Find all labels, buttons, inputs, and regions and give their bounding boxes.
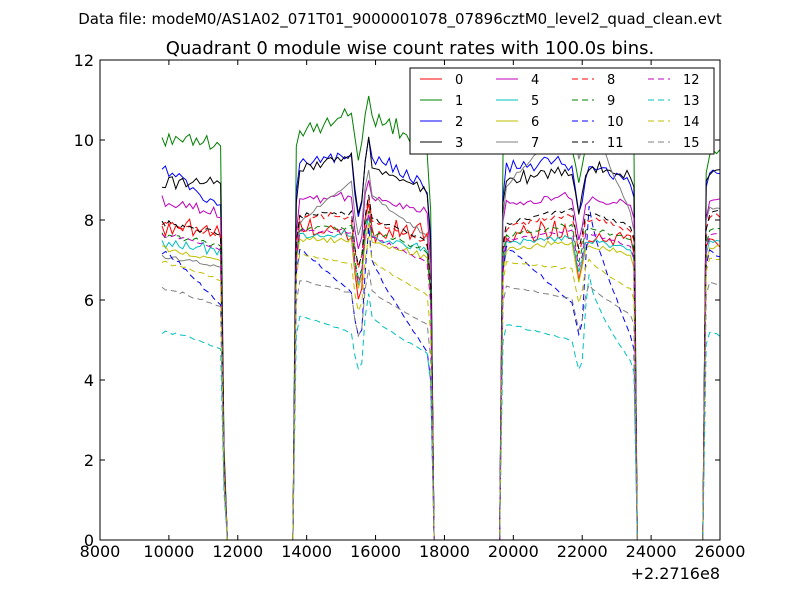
x-tick-label: 20000 bbox=[488, 542, 539, 561]
series-line-15 bbox=[161, 269, 721, 541]
x-tick-label: 12000 bbox=[212, 542, 263, 561]
chart-title: Quadrant 0 module wise count rates with … bbox=[166, 38, 655, 59]
legend-label-4: 4 bbox=[531, 73, 539, 88]
y-tick-label: 0 bbox=[84, 531, 94, 550]
legend-box bbox=[409, 67, 715, 155]
y-tick-label: 8 bbox=[84, 211, 94, 230]
legend-label-13: 13 bbox=[683, 94, 700, 109]
legend-label-3: 3 bbox=[455, 136, 463, 151]
series-layer bbox=[161, 95, 721, 541]
legend-label-14: 14 bbox=[683, 115, 700, 130]
legend-label-15: 15 bbox=[683, 136, 700, 151]
x-tick-label: 10000 bbox=[143, 542, 194, 561]
x-offset-label: +2.2716e8 bbox=[631, 564, 720, 583]
legend-label-10: 10 bbox=[607, 115, 624, 130]
legend-label-7: 7 bbox=[531, 136, 539, 151]
x-tick-label: 16000 bbox=[350, 542, 401, 561]
x-tick-label: 22000 bbox=[557, 542, 608, 561]
x-tick-label: 18000 bbox=[419, 542, 470, 561]
y-tick-label: 6 bbox=[84, 291, 94, 310]
y-tick-label: 2 bbox=[84, 451, 94, 470]
legend-label-6: 6 bbox=[531, 115, 539, 130]
legend-label-5: 5 bbox=[531, 94, 539, 109]
y-tick-label: 10 bbox=[74, 131, 94, 150]
legend-label-9: 9 bbox=[607, 94, 615, 109]
x-tick-label: 8000 bbox=[80, 542, 121, 561]
legend-label-8: 8 bbox=[607, 73, 615, 88]
x-tick-label: 14000 bbox=[281, 542, 332, 561]
legend-label-11: 11 bbox=[607, 136, 624, 151]
axis-layer: 8000 10000 12000 14000 16000 18000 20000 22000 2… bbox=[74, 51, 746, 561]
legend-label-0: 0 bbox=[455, 73, 463, 88]
x-tick-label: 24000 bbox=[626, 542, 677, 561]
legend-label-1: 1 bbox=[455, 94, 463, 109]
x-tick-label: 26000 bbox=[695, 542, 746, 561]
legend-label-12: 12 bbox=[683, 73, 700, 88]
y-tick-label: 12 bbox=[74, 51, 94, 70]
legend-label-2: 2 bbox=[455, 115, 463, 130]
y-tick-label: 4 bbox=[84, 371, 94, 390]
data-file-title: Data file: modeM0/AS1A02_071T01_90000010… bbox=[78, 10, 722, 29]
